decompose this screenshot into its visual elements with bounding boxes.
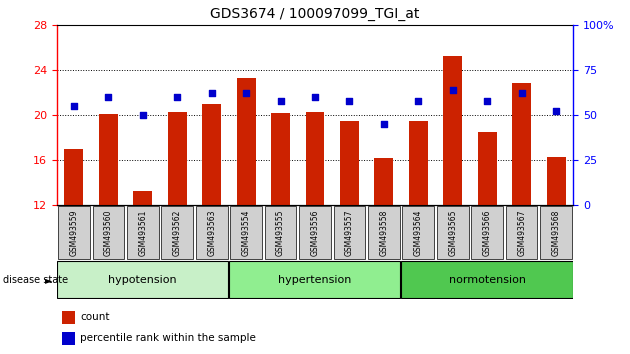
Bar: [62, 332, 75, 345]
Point: [551, 109, 561, 114]
Text: GSM493558: GSM493558: [379, 210, 388, 256]
Text: GSM493556: GSM493556: [311, 210, 319, 256]
Point: [517, 91, 527, 96]
FancyBboxPatch shape: [299, 206, 331, 259]
FancyBboxPatch shape: [58, 206, 89, 259]
Point: [345, 98, 355, 103]
FancyBboxPatch shape: [265, 206, 296, 259]
FancyBboxPatch shape: [403, 206, 434, 259]
Text: disease state: disease state: [3, 275, 68, 285]
Point: [241, 91, 251, 96]
Point: [69, 103, 79, 109]
FancyBboxPatch shape: [229, 261, 401, 298]
Text: GSM493565: GSM493565: [449, 210, 457, 256]
Bar: [306, 112, 324, 205]
Text: percentile rank within the sample: percentile rank within the sample: [80, 333, 256, 343]
Point: [103, 94, 113, 100]
Bar: [374, 158, 393, 205]
FancyBboxPatch shape: [57, 261, 228, 298]
Bar: [99, 114, 118, 205]
Text: GSM493563: GSM493563: [207, 210, 216, 256]
Text: GSM493554: GSM493554: [242, 210, 251, 256]
Point: [310, 94, 320, 100]
Bar: [409, 121, 428, 205]
Text: normotension: normotension: [449, 275, 525, 285]
FancyBboxPatch shape: [368, 206, 399, 259]
FancyBboxPatch shape: [334, 206, 365, 259]
Text: GSM493561: GSM493561: [139, 210, 147, 256]
Bar: [547, 157, 566, 205]
Text: GSM493566: GSM493566: [483, 210, 491, 256]
Text: GSM493564: GSM493564: [414, 210, 423, 256]
Bar: [478, 132, 496, 205]
FancyBboxPatch shape: [196, 206, 227, 259]
Text: count: count: [80, 312, 110, 322]
FancyBboxPatch shape: [127, 206, 159, 259]
Bar: [237, 78, 256, 205]
FancyBboxPatch shape: [437, 206, 469, 259]
FancyBboxPatch shape: [401, 261, 573, 298]
FancyBboxPatch shape: [506, 206, 537, 259]
Point: [275, 98, 285, 103]
Title: GDS3674 / 100097099_TGI_at: GDS3674 / 100097099_TGI_at: [210, 7, 420, 21]
Text: GSM493560: GSM493560: [104, 210, 113, 256]
FancyBboxPatch shape: [471, 206, 503, 259]
Text: hypotension: hypotension: [108, 275, 177, 285]
Text: hypertension: hypertension: [278, 275, 352, 285]
Bar: [62, 311, 75, 324]
Point: [207, 91, 217, 96]
Point: [413, 98, 423, 103]
Point: [172, 94, 182, 100]
Bar: [168, 112, 186, 205]
Point: [448, 87, 458, 93]
Bar: [512, 84, 531, 205]
Text: GSM493557: GSM493557: [345, 210, 354, 256]
FancyBboxPatch shape: [161, 206, 193, 259]
Bar: [271, 113, 290, 205]
Text: GSM493567: GSM493567: [517, 210, 526, 256]
Bar: [340, 121, 359, 205]
Point: [138, 112, 148, 118]
Text: GSM493559: GSM493559: [69, 210, 78, 256]
Bar: [64, 149, 83, 205]
FancyBboxPatch shape: [231, 206, 262, 259]
Text: ►: ►: [45, 275, 53, 285]
Bar: [202, 104, 221, 205]
Bar: [444, 56, 462, 205]
Point: [379, 121, 389, 127]
Text: GSM493568: GSM493568: [552, 210, 561, 256]
Text: GSM493562: GSM493562: [173, 210, 181, 256]
Point: [482, 98, 492, 103]
Text: GSM493555: GSM493555: [276, 210, 285, 256]
Bar: [134, 191, 152, 205]
FancyBboxPatch shape: [93, 206, 124, 259]
FancyBboxPatch shape: [541, 206, 572, 259]
